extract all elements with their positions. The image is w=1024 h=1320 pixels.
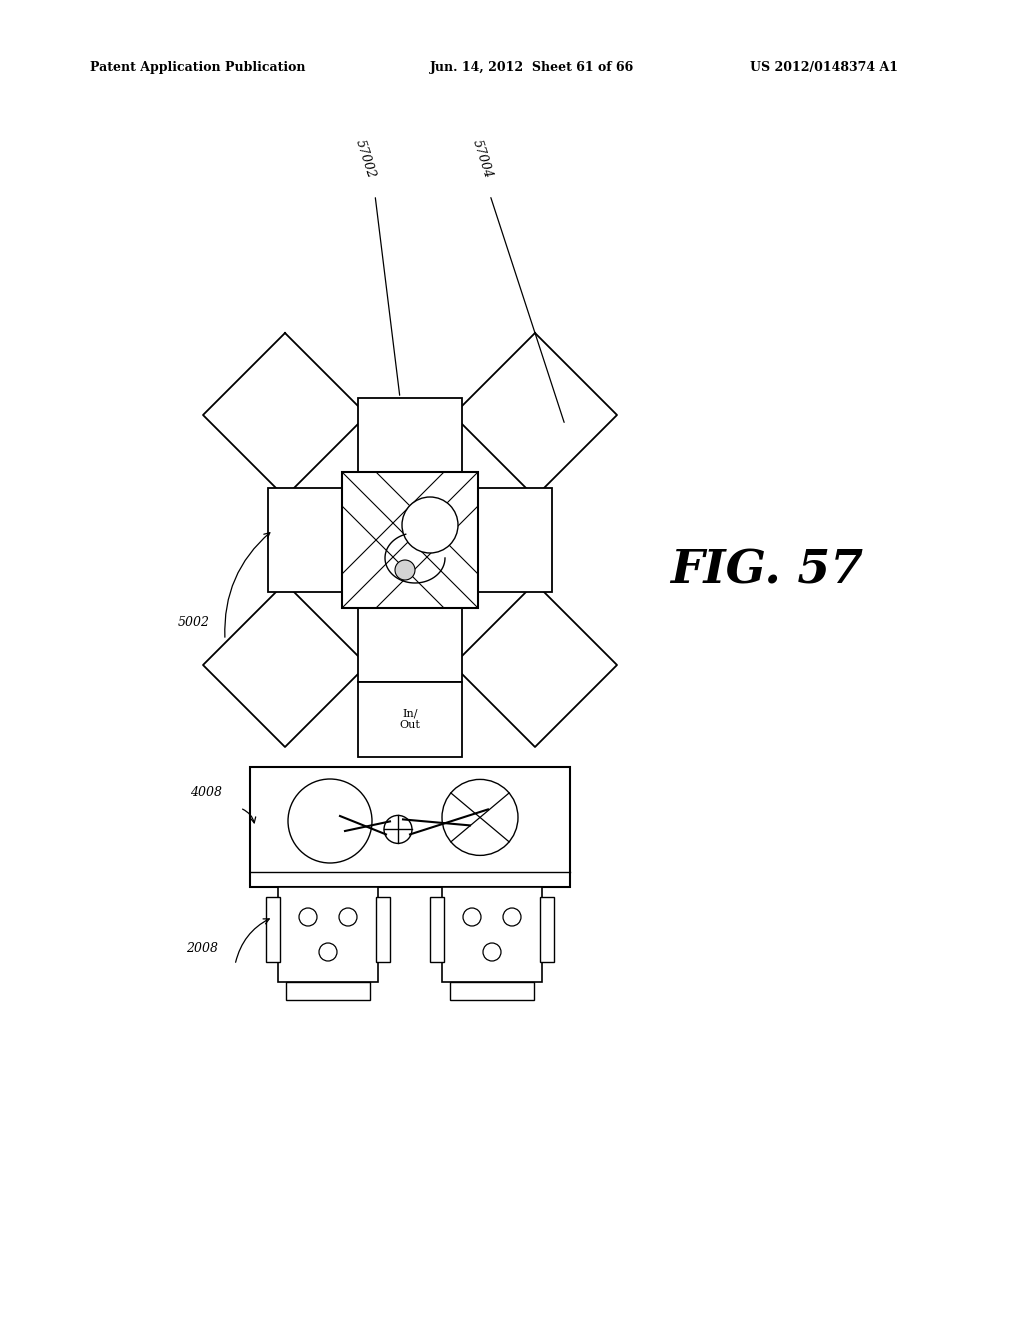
Bar [358, 399, 462, 488]
Bar [462, 488, 552, 591]
Text: In/
Out: In/ Out [399, 709, 421, 730]
Bar [358, 591, 462, 682]
Bar [266, 898, 280, 962]
Polygon shape [453, 333, 617, 498]
Text: Patent Application Publication: Patent Application Publication [90, 62, 305, 74]
Bar [268, 488, 358, 591]
Bar [442, 887, 542, 982]
Text: US 2012/0148374 A1: US 2012/0148374 A1 [750, 62, 898, 74]
Bar [450, 982, 534, 1001]
Bar [358, 682, 462, 756]
Text: Jun. 14, 2012  Sheet 61 of 66: Jun. 14, 2012 Sheet 61 of 66 [430, 62, 634, 74]
Circle shape [402, 498, 458, 553]
Bar [278, 887, 378, 982]
Polygon shape [453, 583, 617, 747]
Polygon shape [203, 333, 367, 498]
Bar [342, 473, 478, 609]
Text: 2008: 2008 [186, 941, 218, 954]
Text: 57002: 57002 [352, 139, 378, 180]
Bar [376, 898, 390, 962]
Bar [286, 982, 370, 1001]
Text: 57004: 57004 [470, 139, 495, 180]
Circle shape [395, 560, 415, 579]
Bar [250, 767, 570, 887]
Text: 4008: 4008 [190, 785, 222, 799]
Polygon shape [203, 583, 367, 747]
Text: 5002: 5002 [178, 615, 210, 628]
Bar [430, 898, 444, 962]
Text: FIG. 57: FIG. 57 [670, 546, 863, 593]
Bar [540, 898, 554, 962]
